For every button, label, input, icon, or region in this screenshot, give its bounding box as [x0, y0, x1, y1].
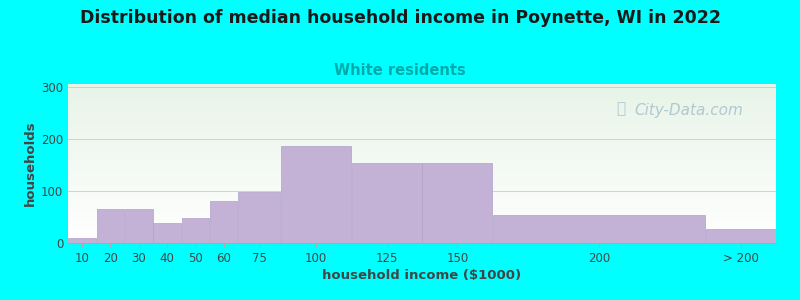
Bar	[422, 163, 492, 243]
Bar	[706, 229, 775, 243]
Bar	[238, 192, 280, 243]
Bar	[494, 215, 705, 243]
Bar	[182, 218, 209, 243]
Y-axis label: households: households	[24, 121, 37, 206]
X-axis label: household income ($1000): household income ($1000)	[322, 269, 522, 282]
Bar	[210, 201, 238, 243]
Bar	[281, 146, 350, 243]
Bar	[154, 223, 181, 243]
Text: ⦿: ⦿	[617, 101, 626, 116]
Text: City-Data.com: City-Data.com	[634, 103, 743, 118]
Text: Distribution of median household income in Poynette, WI in 2022: Distribution of median household income …	[79, 9, 721, 27]
Bar	[97, 209, 124, 243]
Text: White residents: White residents	[334, 63, 466, 78]
Bar	[125, 209, 153, 243]
Bar	[352, 163, 422, 243]
Bar	[69, 238, 96, 243]
